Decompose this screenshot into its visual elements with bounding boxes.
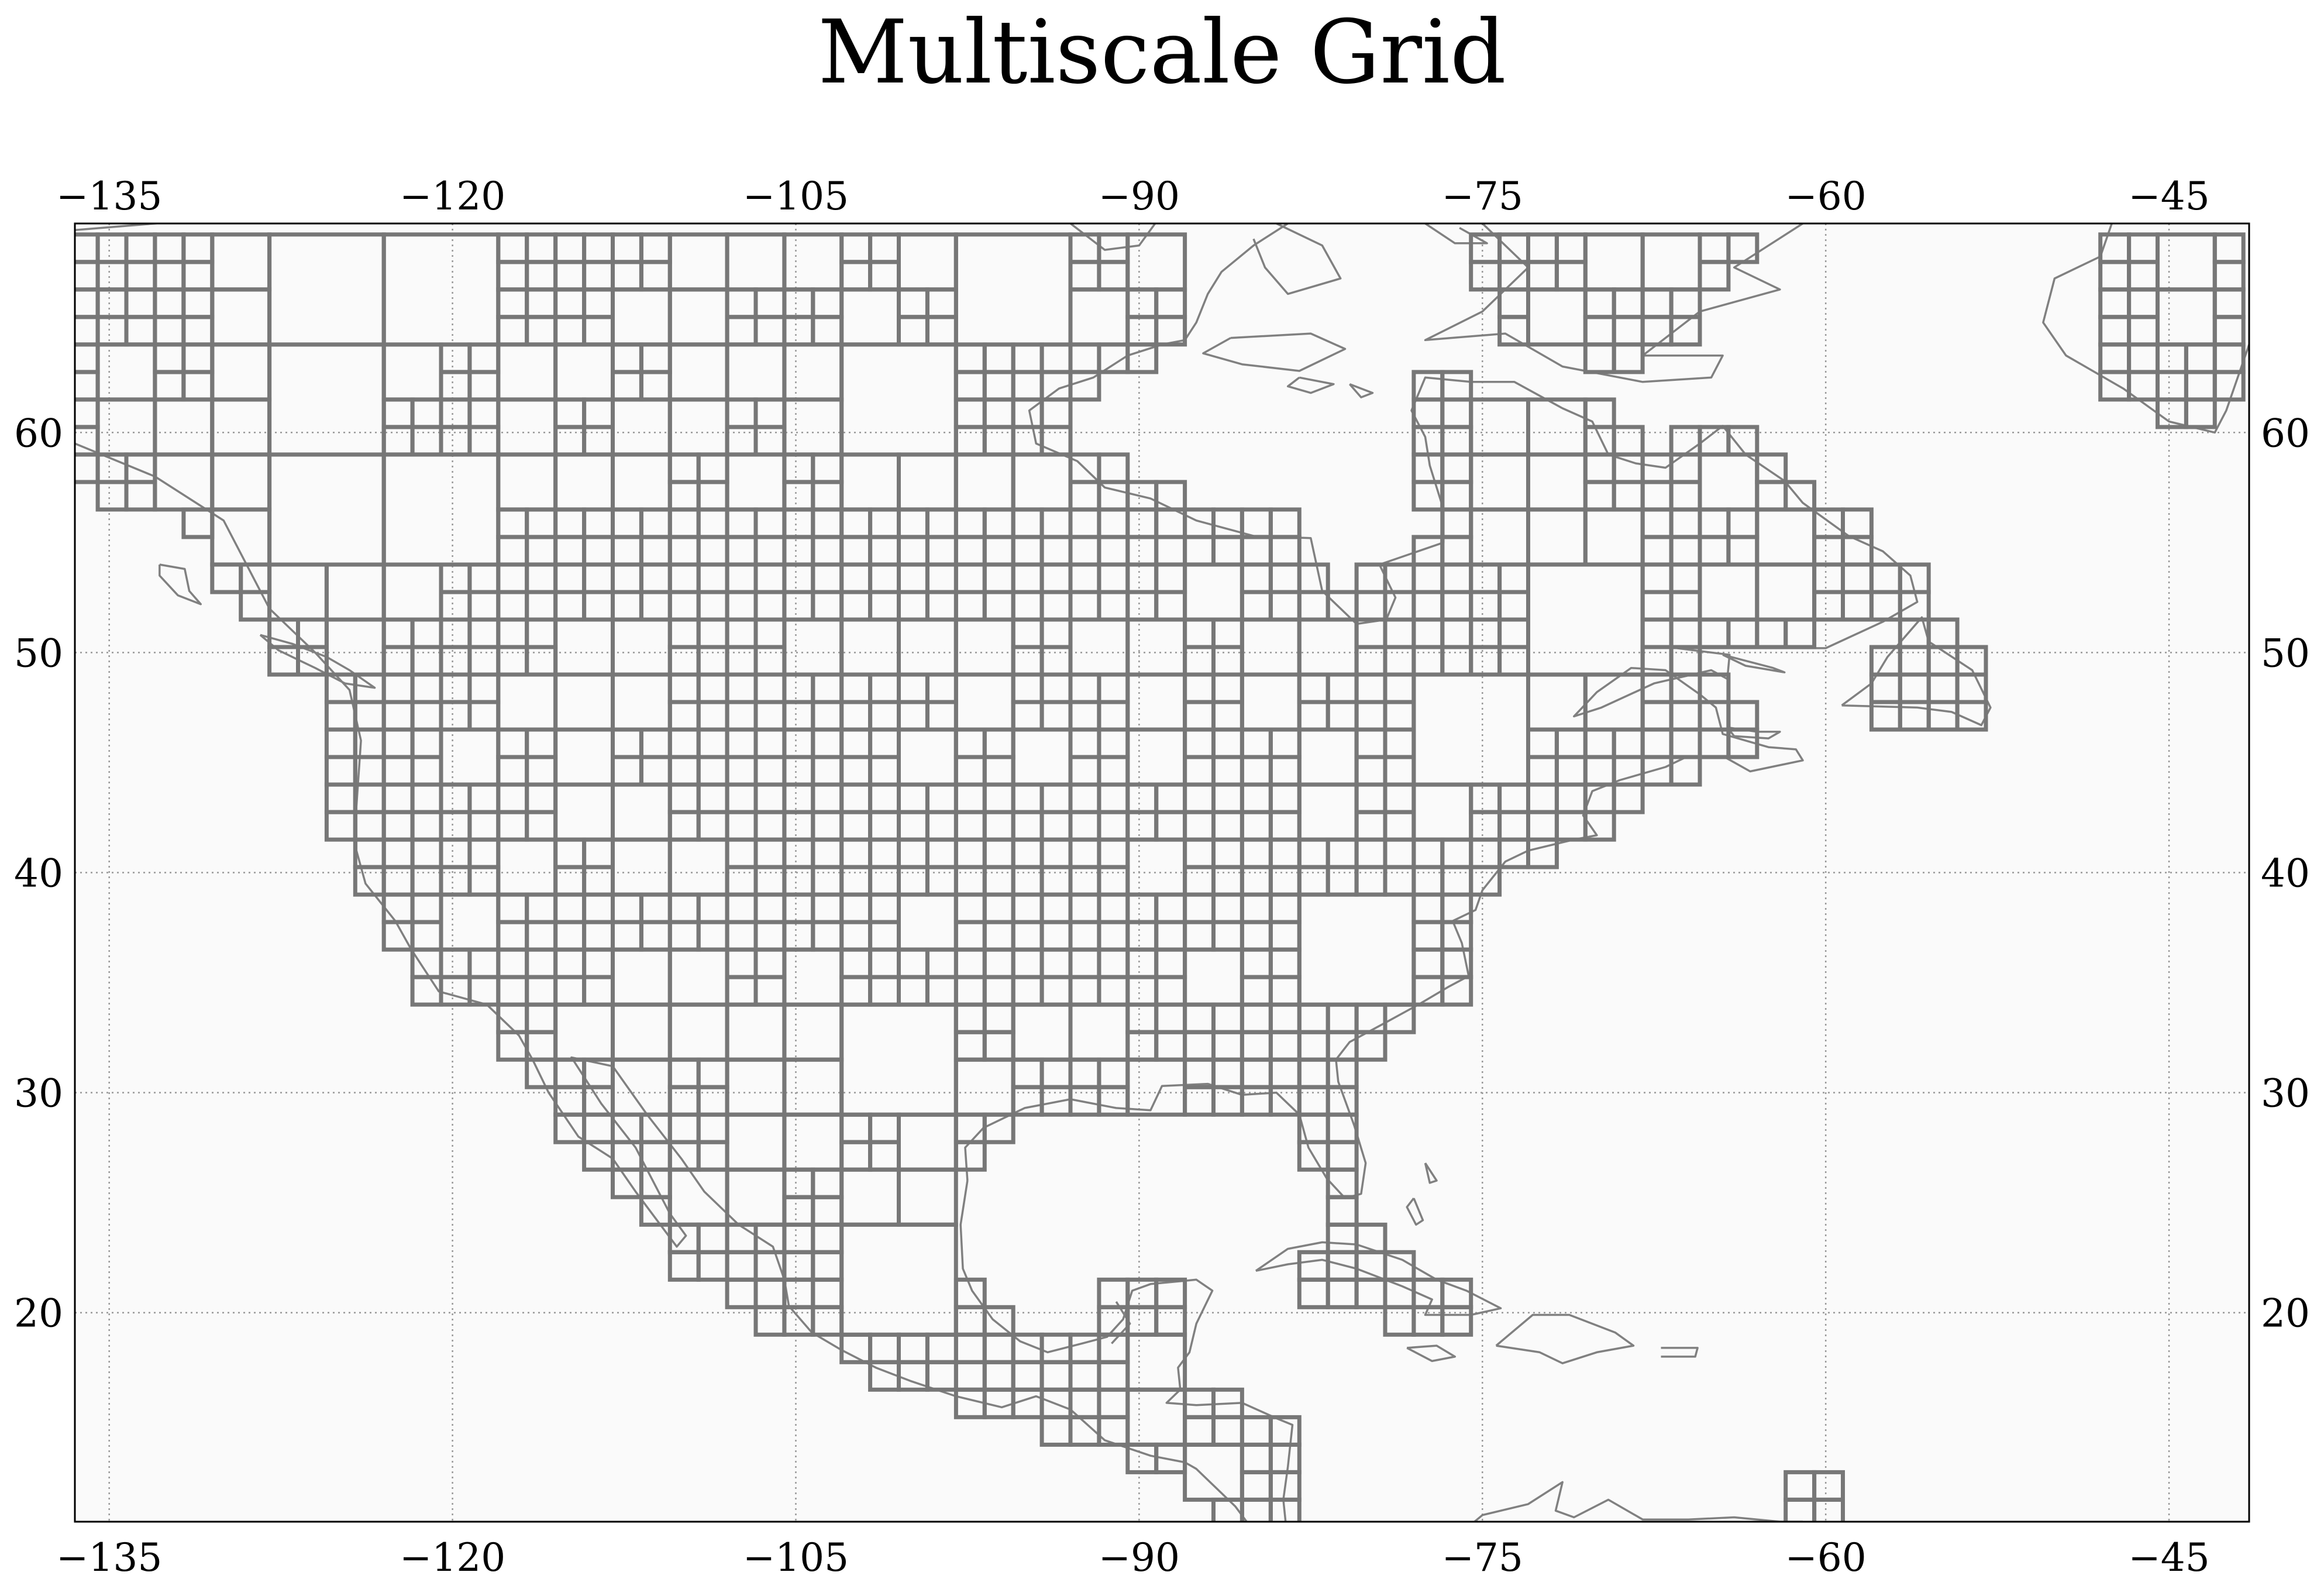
coastline-bahamas-abaco: [1424, 1162, 1438, 1184]
grid-cell: [1726, 700, 1760, 732]
coastline-greenland: [2042, 223, 2249, 434]
xtick-label-top: −105: [743, 174, 849, 219]
ytick-label-right: 30: [2261, 1071, 2310, 1116]
coastline-south-america-north: [1425, 1481, 1803, 1522]
grid-cell: [1211, 1387, 1244, 1419]
xtick-label-bottom: −135: [56, 1535, 162, 1580]
ytick-label-left: 50: [14, 631, 63, 676]
xtick-label-bottom: −75: [1442, 1535, 1523, 1580]
xtick-label-bottom: −90: [1099, 1535, 1180, 1580]
coastline-puerto-rico: [1661, 1347, 1699, 1358]
ytick-label-right: 20: [2261, 1291, 2310, 1336]
grid-cell: [1440, 370, 1473, 402]
grid-cell: [1926, 617, 1960, 649]
grid-cell: [1383, 1250, 1416, 1282]
grid-cell: [1297, 562, 1330, 594]
grid-cell: [1955, 645, 1988, 677]
xtick-label-bottom: −60: [1785, 1535, 1867, 1580]
grid-cell: [953, 1277, 987, 1309]
grid-cell: [1354, 1222, 1387, 1254]
ytick-label-left: 20: [14, 1291, 63, 1336]
coastline-newfoundland: [1841, 616, 1992, 727]
coastline-gulf-caribbean-coast: [964, 223, 1919, 1199]
xtick-label-bottom: −105: [743, 1535, 849, 1580]
grid-cell: [1154, 1277, 1187, 1309]
coastline-melville-peninsula: [1252, 223, 1342, 295]
grid-cell: [1154, 480, 1187, 512]
grid-cell: [1125, 232, 1187, 292]
coastline-mansel-island: [1348, 383, 1374, 398]
coastline-bahamas-andros: [1406, 1198, 1424, 1226]
grid-cells: [75, 232, 2246, 1522]
grid-cell: [1784, 480, 1817, 512]
ytick-label-left: 30: [14, 1071, 63, 1116]
grid-cell: [1755, 452, 1788, 484]
coastline-arctic-coast-west: [75, 223, 171, 232]
ytick-label-right: 60: [2261, 411, 2310, 456]
grid-cell: [1268, 1415, 1302, 1447]
xtick-label-top: −45: [2128, 174, 2209, 219]
coastline-jamaica: [1406, 1344, 1457, 1363]
axis-ticks: −135 −135 −120 −120 −105 −105 −90 −90 −75 −75 −60 −…: [14, 174, 2310, 1580]
gridlines: [75, 223, 2249, 1522]
grid-cell: [1097, 452, 1130, 484]
coastline-baffin-island: [1424, 223, 1803, 383]
grid-cell: [1583, 397, 1616, 429]
grid-cell: [1698, 672, 1731, 704]
grid-cell: [1726, 232, 1760, 264]
plot-frame: [74, 222, 2250, 1523]
coastline-anticosti: [1722, 653, 1786, 673]
coastline-coats-island: [1286, 376, 1335, 394]
coastline-hispaniola: [1495, 1313, 1635, 1364]
grid-cell: [982, 1305, 1015, 1337]
ytick-label-right: 40: [2261, 851, 2310, 896]
xtick-label-top: −90: [1099, 174, 1180, 219]
xtick-label-top: −75: [1442, 174, 1523, 219]
ytick-label-left: 40: [14, 851, 63, 896]
xtick-label-top: −120: [400, 174, 505, 219]
grid-cell: [1898, 562, 1931, 594]
xtick-label-bottom: −45: [2128, 1535, 2209, 1580]
grid-cell: [1812, 1470, 1846, 1502]
xtick-label-top: −135: [56, 174, 162, 219]
grid-cell: [1268, 507, 1302, 539]
grid-cell: [1841, 507, 1874, 539]
grid-cell: [1726, 425, 1760, 457]
grid-cell: [1612, 425, 1645, 457]
coastline-cuba: [1255, 1241, 1502, 1316]
ytick-label-left: 60: [14, 411, 63, 456]
grid-cell: [2212, 232, 2246, 264]
xtick-label-bottom: −120: [400, 1535, 505, 1580]
ytick-label-right: 50: [2261, 631, 2310, 676]
chart-title: Multiscale Grid: [818, 2, 1506, 104]
xtick-label-top: −60: [1785, 174, 1867, 219]
coastline-haida-gwaii: [159, 563, 202, 606]
grid-cell: [1440, 1277, 1473, 1309]
coastline-southampton-island: [1202, 332, 1347, 372]
